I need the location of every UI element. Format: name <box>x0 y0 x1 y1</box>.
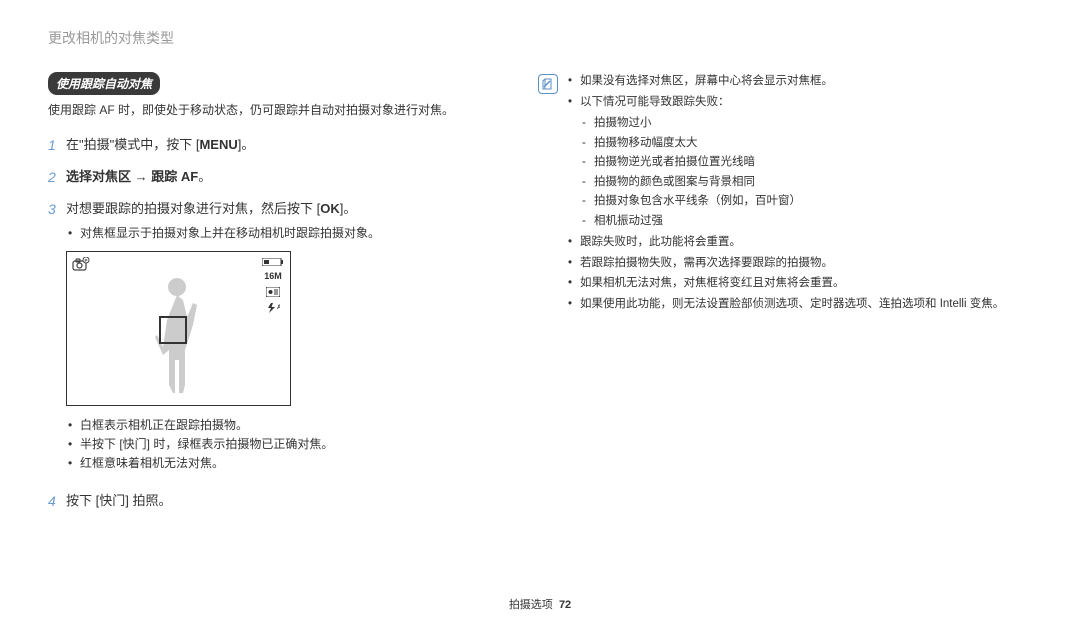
step-text: 对想要跟踪的拍摄对象进行对焦，然后按下 [ <box>66 201 320 216</box>
list-item: 白框表示相机正在跟踪拍摄物。 <box>66 416 488 435</box>
step-text: 。 <box>198 169 211 184</box>
note-item: 如果没有选择对焦区，屏幕中心将会显示对焦框。 <box>568 72 1032 92</box>
step-4: 4 按下 [快门] 拍照。 <box>48 490 488 514</box>
note-sub-item: 拍摄对象包含水平线条（例如，百叶窗） <box>580 192 1032 212</box>
list-item: 红框意味着相机无法对焦。 <box>66 454 488 473</box>
ok-key: OK <box>320 201 340 216</box>
svg-text:A: A <box>277 305 280 311</box>
note-item: 若跟踪拍摄物失败，需再次选择要跟踪的拍摄物。 <box>568 254 1032 274</box>
menu-key: MENU <box>199 137 237 152</box>
quality-icon <box>266 287 280 297</box>
page-number: 72 <box>559 599 571 611</box>
note-sub-item: 拍摄物逆光或者拍摄位置光线暗 <box>580 153 1032 173</box>
page-title: 更改相机的对焦类型 <box>48 28 1032 48</box>
arrow-icon: → <box>131 169 151 184</box>
step-1: 1 在"拍摄"模式中，按下 [MENU]。 <box>48 134 488 158</box>
step-text: 按下 [快门] 拍照。 <box>66 490 488 514</box>
step-sub-item: 对焦框显示于拍摄对象上并在移动相机时跟踪拍摄对象。 <box>66 224 488 243</box>
note-item: 跟踪失败时，此功能将会重置。 <box>568 233 1032 253</box>
note-item: 如果相机无法对焦，对焦框将变红且对焦将会重置。 <box>568 274 1032 294</box>
note-sub-item: 拍摄物过小 <box>580 114 1032 134</box>
step-text: 选择对焦区 <box>66 169 131 184</box>
step-text: 在"拍摄"模式中，按下 [ <box>66 137 199 152</box>
note-text: 以下情况可能导致跟踪失败： <box>580 96 730 108</box>
flash-icon: A <box>266 303 280 313</box>
step-num: 3 <box>48 198 66 482</box>
footer-section: 拍摄选项 <box>509 599 553 611</box>
frame-bullets: 白框表示相机正在跟踪拍摄物。 半按下 [快门] 时，绿框表示拍摄物已正确对焦。 … <box>66 416 488 474</box>
focus-box <box>159 316 187 344</box>
note-item: 以下情况可能导致跟踪失败： 拍摄物过小 拍摄物移动幅度太大 拍摄物逆光或者拍摄位… <box>568 93 1032 232</box>
note-sub-item: 相机振动过强 <box>580 212 1032 232</box>
list-item: 半按下 [快门] 时，绿框表示拍摄物已正确对焦。 <box>66 435 488 454</box>
step-text: 跟踪 AF <box>151 169 198 184</box>
mode-icon: P <box>72 257 90 272</box>
note-box: 如果没有选择对焦区，屏幕中心将会显示对焦框。 以下情况可能导致跟踪失败： 拍摄物… <box>538 72 1032 316</box>
step-num: 2 <box>48 166 66 190</box>
section-desc: 使用跟踪 AF 时，即使处于移动状态，仍可跟踪并自动对拍摄对象进行对焦。 <box>48 101 488 120</box>
step-text: ]。 <box>340 201 357 216</box>
footer: 拍摄选项 72 <box>0 596 1080 612</box>
step-3: 3 对想要跟踪的拍摄对象进行对焦，然后按下 [OK]。 对焦框显示于拍摄对象上并… <box>48 198 488 482</box>
section-badge: 使用跟踪自动对焦 <box>48 72 160 95</box>
step-2: 2 选择对焦区 → 跟踪 AF。 <box>48 166 488 190</box>
step-num: 4 <box>48 490 66 514</box>
step-sub-list: 对焦框显示于拍摄对象上并在移动相机时跟踪拍摄对象。 <box>66 224 488 243</box>
step-num: 1 <box>48 134 66 158</box>
step-text: ]。 <box>238 137 255 152</box>
note-item: 如果使用此功能，则无法设置脸部侦测选项、定时器选项、连拍选项和 Intelli … <box>568 295 1032 315</box>
battery-icon <box>262 258 284 266</box>
steps-list: 1 在"拍摄"模式中，按下 [MENU]。 2 选择对焦区 → 跟踪 AF。 3… <box>48 134 488 513</box>
camera-preview: P 16M <box>66 251 291 406</box>
note-icon <box>538 74 558 94</box>
note-sub-item: 拍摄物的颜色或图案与背景相同 <box>580 173 1032 193</box>
note-sub-item: 拍摄物移动幅度太大 <box>580 134 1032 154</box>
svg-text:P: P <box>84 258 87 263</box>
resolution-label: 16M <box>264 272 282 281</box>
